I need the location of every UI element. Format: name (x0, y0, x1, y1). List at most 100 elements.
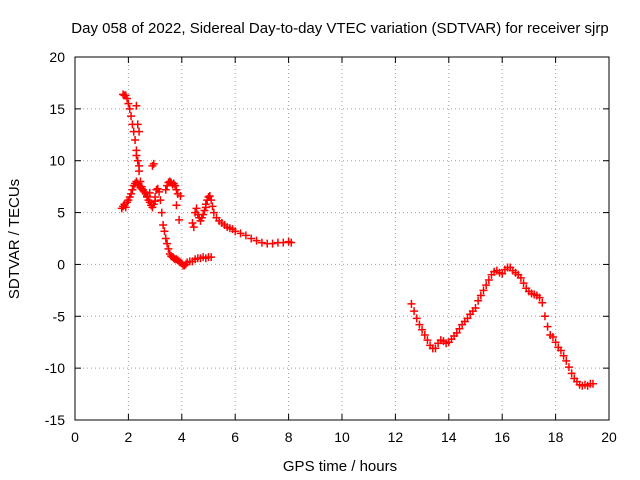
x-tick-label: 4 (178, 429, 186, 445)
data-point (132, 151, 141, 160)
chart-title: Day 058 of 2022, Sidereal Day-to-day VTE… (71, 20, 608, 37)
data-point (548, 333, 557, 342)
data-point (133, 156, 142, 165)
data-point (163, 239, 172, 248)
data-series (117, 177, 296, 248)
data-point (175, 215, 184, 224)
data-point (418, 325, 427, 334)
data-point (128, 185, 137, 194)
data-point (231, 227, 240, 236)
data-point (207, 196, 216, 205)
data-point (159, 221, 168, 230)
data-point (551, 338, 560, 347)
data-point (133, 120, 142, 129)
data-point (257, 238, 266, 247)
data-point (192, 204, 201, 213)
data-point (540, 312, 549, 321)
y-tick-label: -10 (45, 360, 65, 376)
data-point (209, 208, 218, 217)
x-tick-labels: 0 2 4 6 8 10 12 14 16 18 20 (71, 429, 617, 445)
gridlines (75, 57, 609, 420)
x-tick-label: 10 (334, 429, 350, 445)
data-point (156, 196, 165, 205)
data-point (567, 369, 576, 378)
data-point (199, 210, 208, 219)
data-series (407, 263, 597, 390)
data-point (423, 336, 432, 345)
y-tick-label: 20 (49, 49, 65, 65)
data-point (268, 239, 277, 248)
data-point (123, 94, 132, 103)
data-point (155, 187, 164, 196)
data-point (171, 181, 180, 190)
data-point (519, 279, 528, 288)
data-point (125, 104, 134, 113)
data-point (415, 320, 424, 329)
data-point (205, 191, 214, 200)
data-point (498, 269, 507, 278)
y-tick-labels: -15 -10 -5 0 5 10 15 20 (45, 49, 65, 428)
y-tick-label: 15 (49, 101, 65, 117)
y-tick-label: -15 (45, 412, 65, 428)
data-point (149, 159, 158, 168)
data-point (208, 202, 217, 211)
data-point (463, 314, 472, 323)
data-point (161, 185, 170, 194)
data-point (535, 293, 544, 302)
data-point (131, 135, 140, 144)
x-axis-label: GPS time / hours (283, 458, 397, 475)
data-point (252, 236, 261, 245)
data-point (137, 184, 146, 193)
x-tick-label: 8 (285, 429, 293, 445)
data-point (455, 324, 464, 333)
data-point (135, 161, 144, 170)
data-point (588, 379, 597, 388)
data-point (157, 208, 166, 217)
data-point (172, 185, 181, 194)
x-tick-label: 2 (125, 429, 133, 445)
data-point (279, 238, 288, 247)
data-point (538, 298, 547, 307)
data-point (247, 234, 256, 243)
data-point (160, 227, 169, 236)
data-point (516, 273, 525, 282)
data-point (482, 281, 491, 290)
data-point (124, 99, 133, 108)
data-point (562, 356, 571, 365)
data-point (172, 201, 181, 210)
data-point (201, 203, 210, 212)
data-point (176, 191, 185, 200)
x-tick-label: 12 (388, 429, 404, 445)
data-points (117, 90, 597, 390)
data-point (559, 351, 568, 360)
data-point (287, 238, 296, 247)
data-series (119, 90, 216, 270)
data-point (188, 218, 197, 227)
data-point (420, 330, 429, 339)
data-point (412, 314, 421, 323)
y-tick-label: -5 (53, 308, 66, 324)
x-tick-label: 20 (601, 429, 617, 445)
data-point (407, 299, 416, 308)
axis-ticks (74, 56, 610, 421)
data-point (127, 112, 136, 121)
data-point (564, 363, 573, 372)
data-point (474, 296, 483, 305)
data-point (471, 303, 480, 312)
x-tick-label: 0 (71, 429, 79, 445)
data-point (151, 197, 160, 206)
data-point (136, 183, 145, 192)
x-tick-label: 6 (231, 429, 239, 445)
y-tick-label: 5 (57, 205, 65, 221)
data-series (132, 101, 210, 232)
data-point (207, 253, 216, 262)
data-point (189, 223, 198, 232)
x-tick-label: 14 (441, 429, 457, 445)
y-tick-label: 10 (49, 153, 65, 169)
data-point (241, 231, 250, 240)
data-point (543, 322, 552, 331)
data-point (127, 189, 136, 198)
data-point (161, 234, 170, 243)
data-point (479, 286, 488, 295)
